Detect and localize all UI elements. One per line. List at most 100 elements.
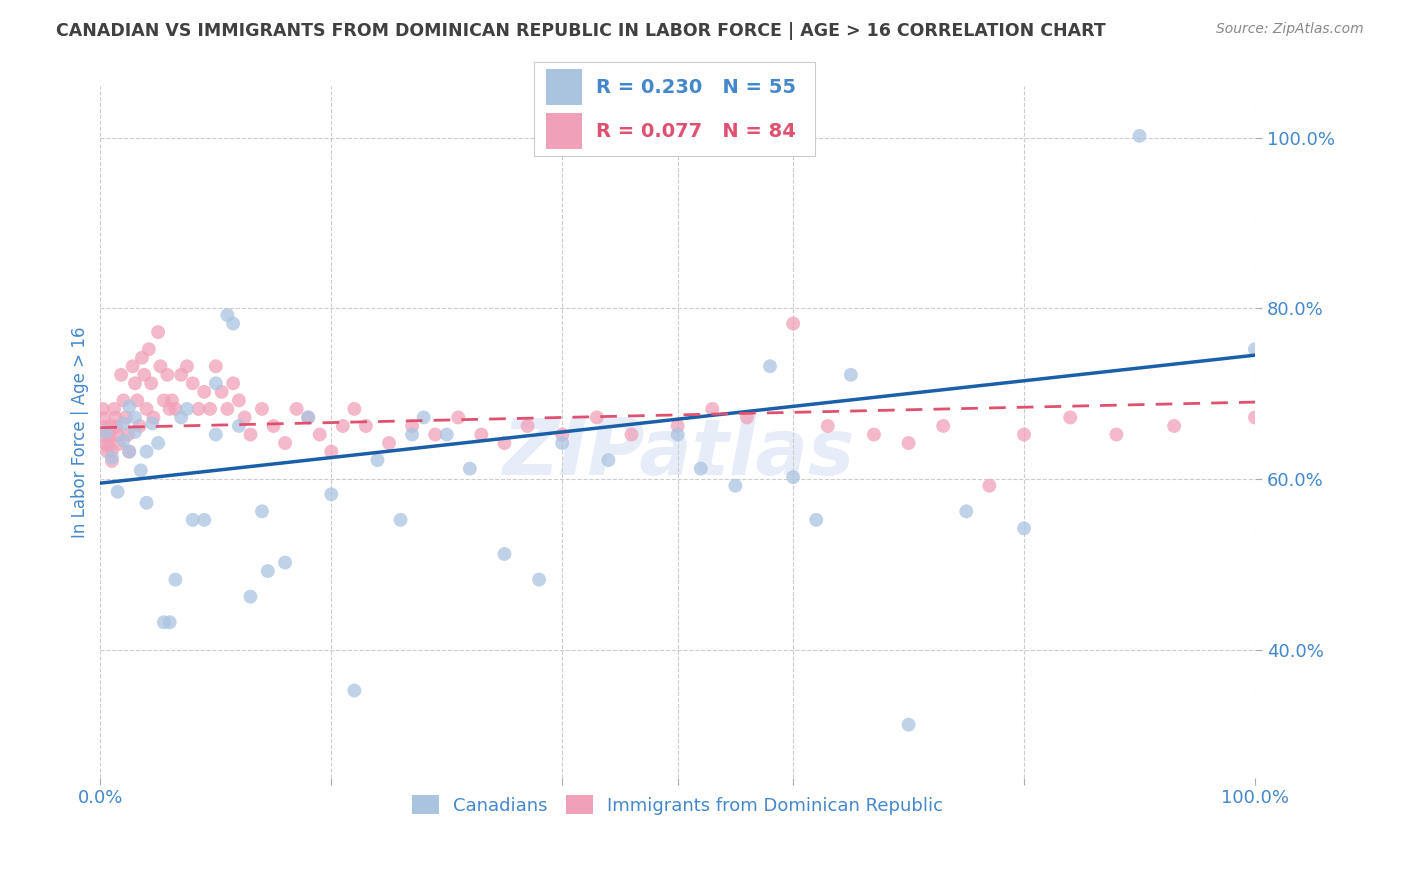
- Point: [94, 438, 117, 452]
- Point: [932, 419, 955, 434]
- Point: [551, 436, 574, 450]
- Point: [378, 436, 401, 450]
- Point: [494, 436, 516, 450]
- Point: [93, 411, 115, 425]
- Point: [170, 368, 193, 382]
- Point: [159, 401, 181, 416]
- Point: [551, 427, 574, 442]
- Point: [124, 410, 146, 425]
- Point: [494, 547, 516, 561]
- Text: R = 0.230   N = 55: R = 0.230 N = 55: [596, 78, 796, 96]
- Point: [135, 401, 157, 416]
- Point: [689, 461, 711, 475]
- Point: [366, 453, 388, 467]
- Point: [239, 590, 262, 604]
- Point: [239, 427, 262, 442]
- Point: [121, 359, 143, 374]
- Point: [146, 325, 169, 339]
- Point: [204, 427, 226, 442]
- Point: [159, 615, 181, 630]
- Point: [782, 470, 804, 484]
- Point: [585, 410, 607, 425]
- Point: [863, 427, 886, 442]
- Point: [96, 444, 118, 458]
- Point: [343, 401, 366, 416]
- Point: [1163, 419, 1185, 434]
- Point: [702, 401, 724, 416]
- Point: [1105, 427, 1128, 442]
- Legend: Canadians, Immigrants from Dominican Republic: Canadians, Immigrants from Dominican Rep…: [404, 787, 952, 824]
- Point: [112, 434, 135, 448]
- Point: [233, 410, 256, 425]
- Point: [94, 429, 117, 443]
- Point: [666, 419, 689, 434]
- Point: [98, 428, 121, 442]
- Point: [1128, 128, 1150, 143]
- Point: [94, 420, 117, 434]
- FancyBboxPatch shape: [546, 69, 582, 104]
- Point: [389, 513, 412, 527]
- Point: [1244, 410, 1267, 425]
- Point: [94, 425, 117, 439]
- Point: [193, 384, 215, 399]
- Text: Source: ZipAtlas.com: Source: ZipAtlas.com: [1216, 22, 1364, 37]
- Point: [263, 419, 285, 434]
- Point: [297, 410, 319, 425]
- Point: [425, 427, 447, 442]
- Point: [228, 419, 250, 434]
- Point: [516, 419, 538, 434]
- Point: [107, 428, 129, 442]
- Point: [165, 401, 187, 416]
- Point: [124, 376, 146, 391]
- Point: [204, 359, 226, 374]
- Point: [782, 317, 804, 331]
- Point: [101, 450, 124, 465]
- Point: [141, 376, 163, 391]
- Point: [101, 454, 124, 468]
- Point: [181, 513, 204, 527]
- Point: [101, 443, 124, 458]
- Point: [108, 437, 131, 451]
- Point: [129, 463, 152, 477]
- Text: CANADIAN VS IMMIGRANTS FROM DOMINICAN REPUBLIC IN LABOR FORCE | AGE > 16 CORRELA: CANADIAN VS IMMIGRANTS FROM DOMINICAN RE…: [56, 22, 1107, 40]
- Point: [149, 359, 172, 374]
- Point: [735, 410, 758, 425]
- Point: [250, 504, 273, 518]
- Point: [97, 437, 120, 451]
- Point: [217, 308, 239, 322]
- Point: [321, 487, 343, 501]
- Point: [401, 419, 423, 434]
- Point: [1012, 521, 1035, 535]
- Point: [250, 401, 273, 416]
- Point: [274, 556, 297, 570]
- Point: [112, 417, 135, 431]
- Point: [332, 419, 354, 434]
- Point: [217, 401, 239, 416]
- Point: [666, 427, 689, 442]
- Point: [343, 683, 366, 698]
- Point: [114, 410, 136, 425]
- Point: [107, 484, 129, 499]
- Point: [256, 564, 278, 578]
- Point: [321, 444, 343, 458]
- Point: [285, 401, 308, 416]
- Point: [447, 410, 470, 425]
- Point: [354, 419, 377, 434]
- Point: [198, 401, 221, 416]
- Point: [527, 573, 550, 587]
- Point: [118, 444, 141, 458]
- Point: [193, 513, 215, 527]
- Point: [211, 384, 233, 399]
- Point: [100, 419, 122, 434]
- Point: [222, 376, 245, 391]
- Point: [806, 513, 828, 527]
- Point: [118, 444, 141, 458]
- Point: [470, 427, 492, 442]
- Point: [187, 401, 209, 416]
- Point: [165, 573, 187, 587]
- Point: [138, 342, 160, 356]
- Point: [153, 393, 176, 408]
- Point: [156, 368, 179, 382]
- Point: [153, 615, 176, 630]
- Point: [141, 417, 163, 431]
